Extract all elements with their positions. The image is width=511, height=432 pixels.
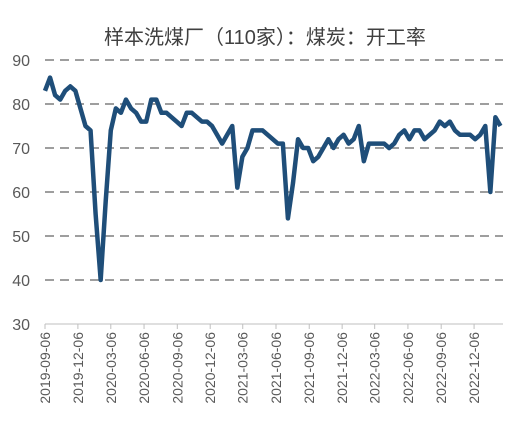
x-tick-label: 2021-09-06 (301, 332, 317, 404)
x-tick-label: 2021-06-06 (268, 332, 284, 404)
x-tick-label: 2022-09-06 (433, 332, 449, 404)
x-tick-label: 2022-03-06 (367, 332, 383, 404)
data-line (42, 75, 503, 283)
x-tick-label: 2022-12-06 (466, 332, 482, 404)
y-tick-label: 50 (12, 229, 30, 246)
y-tick-label: 30 (12, 317, 30, 334)
x-tick-label: 2020-06-06 (136, 332, 152, 404)
x-tick-label: 2021-12-06 (334, 332, 350, 404)
x-tick-label: 2020-09-06 (169, 332, 185, 404)
y-tick-label: 40 (12, 273, 30, 290)
x-tick-label: 2020-12-06 (202, 332, 218, 404)
y-tick-label: 70 (12, 141, 30, 158)
x-tick-label: 2020-03-06 (103, 332, 119, 404)
y-tick-label: 90 (12, 53, 30, 70)
y-tick-label: 60 (12, 185, 30, 202)
x-tick-label: 2021-03-06 (235, 332, 251, 404)
chart-title: 样本洗煤厂（110家）：煤炭：开工率 (104, 26, 426, 49)
x-tick-label: 2019-12-06 (70, 332, 86, 404)
x-tick-label: 2019-09-06 (37, 332, 53, 404)
y-tick-label: 80 (12, 97, 30, 114)
x-tick-label: 2022-06-06 (400, 332, 416, 404)
